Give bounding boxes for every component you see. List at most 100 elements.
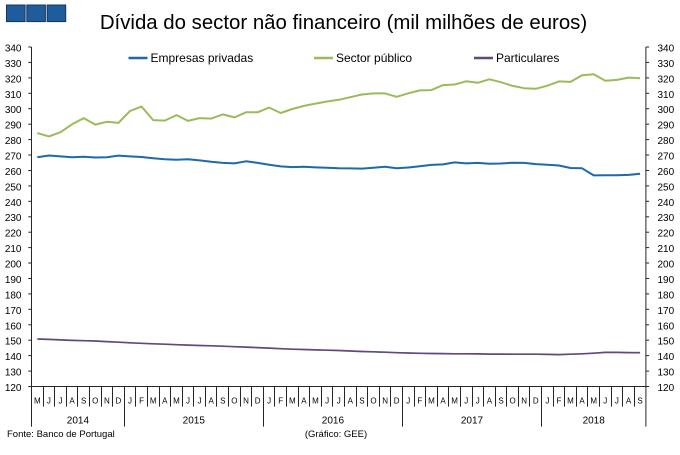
svg-text:M: M: [312, 397, 319, 406]
svg-text:2018: 2018: [583, 416, 606, 427]
svg-text:Fonte: Banco de Portugal: Fonte: Banco de Portugal: [7, 429, 115, 440]
svg-text:F: F: [139, 397, 144, 406]
svg-text:M: M: [590, 397, 597, 406]
svg-text:A: A: [209, 397, 215, 406]
svg-text:A: A: [69, 397, 75, 406]
svg-text:280: 280: [5, 136, 22, 147]
svg-text:2014: 2014: [67, 416, 90, 427]
svg-text:170: 170: [658, 306, 675, 317]
svg-text:Dívida do sector não financeir: Dívida do sector não financeiro (mil mil…: [100, 12, 587, 34]
svg-text:250: 250: [5, 182, 22, 193]
svg-text:260: 260: [5, 167, 22, 178]
svg-text:230: 230: [658, 213, 675, 224]
svg-text:S: S: [637, 397, 642, 406]
svg-text:130: 130: [5, 368, 22, 379]
svg-text:F: F: [417, 397, 422, 406]
svg-text:M: M: [428, 397, 435, 406]
svg-text:340: 340: [658, 44, 675, 55]
svg-text:A: A: [487, 397, 493, 406]
svg-text:2015: 2015: [183, 416, 206, 427]
svg-text:F: F: [557, 397, 562, 406]
svg-text:M: M: [451, 397, 458, 406]
svg-text:290: 290: [5, 121, 22, 132]
svg-text:J: J: [186, 397, 190, 406]
svg-text:300: 300: [5, 105, 22, 116]
svg-text:D: D: [255, 397, 261, 406]
svg-text:310: 310: [5, 90, 22, 101]
svg-text:J: J: [325, 397, 329, 406]
svg-text:J: J: [59, 397, 63, 406]
svg-text:340: 340: [5, 44, 22, 55]
svg-text:M: M: [567, 397, 574, 406]
svg-text:D: D: [116, 397, 122, 406]
svg-text:N: N: [382, 397, 388, 406]
svg-text:2016: 2016: [322, 416, 345, 427]
svg-text:130: 130: [658, 368, 675, 379]
svg-text:O: O: [92, 397, 98, 406]
svg-text:270: 270: [658, 152, 675, 163]
svg-text:160: 160: [658, 321, 675, 332]
svg-text:300: 300: [658, 105, 675, 116]
svg-text:J: J: [406, 397, 410, 406]
svg-text:A: A: [301, 397, 307, 406]
svg-text:280: 280: [658, 136, 675, 147]
svg-text:180: 180: [5, 290, 22, 301]
svg-text:Empresas privadas: Empresas privadas: [151, 51, 254, 65]
svg-text:150: 150: [658, 337, 675, 348]
svg-text:190: 190: [658, 275, 675, 286]
svg-text:A: A: [162, 397, 168, 406]
svg-text:O: O: [370, 397, 376, 406]
svg-text:200: 200: [5, 260, 22, 271]
svg-text:S: S: [498, 397, 503, 406]
svg-text:320: 320: [658, 74, 675, 85]
svg-text:(Gráfico: GEE): (Gráfico: GEE): [305, 429, 367, 440]
svg-text:O: O: [509, 397, 515, 406]
svg-text:190: 190: [5, 275, 22, 286]
svg-text:O: O: [231, 397, 237, 406]
svg-text:330: 330: [5, 59, 22, 70]
svg-text:A: A: [348, 397, 354, 406]
svg-text:A: A: [579, 397, 585, 406]
svg-text:J: J: [603, 397, 607, 406]
svg-text:A: A: [440, 397, 446, 406]
svg-text:A: A: [626, 397, 632, 406]
svg-text:J: J: [476, 397, 480, 406]
svg-text:240: 240: [5, 198, 22, 209]
svg-text:S: S: [81, 397, 86, 406]
svg-text:N: N: [243, 397, 249, 406]
svg-text:J: J: [267, 397, 271, 406]
svg-text:2017: 2017: [461, 416, 484, 427]
svg-text:S: S: [359, 397, 364, 406]
svg-text:140: 140: [5, 352, 22, 363]
svg-text:260: 260: [658, 167, 675, 178]
svg-text:220: 220: [5, 229, 22, 240]
svg-text:J: J: [615, 397, 619, 406]
svg-text:230: 230: [5, 213, 22, 224]
svg-text:Sector público: Sector público: [336, 51, 412, 65]
svg-text:180: 180: [658, 290, 675, 301]
svg-text:N: N: [521, 397, 527, 406]
svg-text:J: J: [47, 397, 51, 406]
svg-text:250: 250: [658, 182, 675, 193]
svg-text:M: M: [150, 397, 157, 406]
svg-text:320: 320: [5, 74, 22, 85]
svg-text:150: 150: [5, 337, 22, 348]
svg-text:240: 240: [658, 198, 675, 209]
svg-text:D: D: [533, 397, 539, 406]
svg-text:J: J: [545, 397, 549, 406]
svg-text:Particulares: Particulares: [496, 51, 559, 65]
svg-text:170: 170: [5, 306, 22, 317]
svg-text:140: 140: [658, 352, 675, 363]
svg-text:M: M: [173, 397, 180, 406]
svg-text:290: 290: [658, 121, 675, 132]
svg-text:330: 330: [658, 59, 675, 70]
svg-text:210: 210: [5, 244, 22, 255]
svg-text:M: M: [289, 397, 296, 406]
svg-text:J: J: [198, 397, 202, 406]
svg-text:D: D: [394, 397, 400, 406]
svg-text:210: 210: [658, 244, 675, 255]
svg-text:J: J: [464, 397, 468, 406]
svg-text:160: 160: [5, 321, 22, 332]
svg-text:270: 270: [5, 152, 22, 163]
svg-text:N: N: [104, 397, 110, 406]
